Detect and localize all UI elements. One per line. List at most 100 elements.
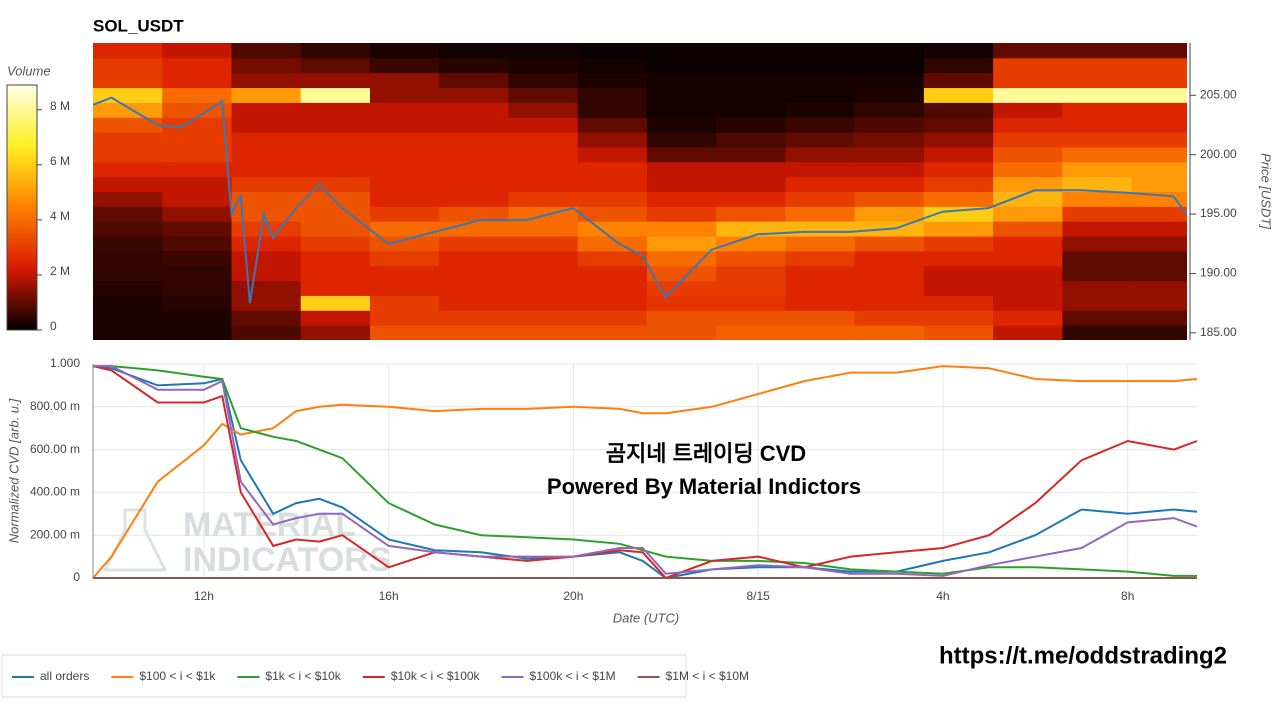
heatmap-cell: [93, 72, 163, 89]
heatmap-cell: [993, 295, 1063, 311]
heatmap-cell: [369, 206, 440, 222]
heatmap-cell: [646, 206, 717, 222]
heatmap-cell: [854, 72, 925, 89]
heatmap-cell: [1131, 132, 1187, 148]
heatmap-cell: [300, 206, 371, 222]
heatmap-cell: [854, 117, 925, 133]
heatmap-cell: [369, 250, 440, 267]
heatmap-cell: [577, 206, 648, 222]
heatmap-cell: [993, 117, 1063, 133]
price-axis-title: Price [USDT]: [1259, 153, 1274, 229]
heatmap-cell: [231, 161, 302, 178]
heatmap-cell: [1062, 295, 1133, 311]
heatmap-cell: [300, 191, 371, 207]
x-tick-label: 12h: [194, 589, 214, 603]
heatmap-cell: [439, 132, 509, 148]
heatmap-cell: [854, 102, 925, 118]
heatmap-cell: [1131, 43, 1187, 59]
heatmap-cell: [93, 161, 163, 178]
price-line: [93, 96, 1187, 304]
heatmap-cell: [577, 265, 648, 282]
legend-label: $10k < i < $100k: [391, 669, 481, 683]
heatmap-cell: [993, 250, 1063, 267]
link[interactable]: https://t.me/oddstrading2: [939, 642, 1227, 669]
heatmap-cell: [162, 295, 232, 311]
heatmap-cell: [300, 325, 371, 340]
heatmap-cell: [1131, 265, 1187, 282]
heatmap-cell: [646, 146, 717, 163]
heatmap-cell: [716, 132, 786, 148]
heatmap-cell: [508, 295, 579, 311]
price-tick-label: 185.00: [1200, 325, 1237, 339]
y-tick-label: 600.00 m: [30, 442, 80, 456]
heatmap-cell: [231, 265, 302, 282]
heatmap-cell: [93, 325, 163, 340]
heatmap-cell: [93, 146, 163, 163]
heatmap-cell: [993, 280, 1063, 296]
heatmap-cell: [923, 146, 994, 163]
heatmap-cell: [93, 206, 163, 222]
heatmap-cell: [1062, 43, 1133, 59]
heatmap-cell: [646, 295, 717, 311]
heatmap-cell: [785, 57, 856, 74]
heatmap-cell: [300, 43, 371, 59]
heatmap-cell: [439, 236, 509, 252]
heatmap-cell: [1062, 87, 1133, 103]
heatmap-cell: [923, 57, 994, 74]
heatmap-cell: [300, 132, 371, 148]
heatmap-cell: [716, 280, 786, 296]
heatmap-cell: [231, 43, 302, 59]
heatmap-cell: [716, 310, 786, 326]
heatmap-cell: [439, 191, 509, 207]
heatmap-cell: [577, 310, 648, 326]
heatmap-cell: [162, 325, 232, 340]
heatmap-cell: [369, 295, 440, 311]
heatmap-cell: [716, 221, 786, 237]
heatmap-cell: [231, 146, 302, 163]
heatmap-cell: [646, 191, 717, 207]
heatmap-cell: [300, 295, 371, 311]
heatmap-cell: [508, 57, 579, 74]
heatmap-cell: [923, 161, 994, 178]
heatmap-cell: [439, 72, 509, 89]
heatmap-cell: [716, 87, 786, 103]
heatmap-cell: [300, 236, 371, 252]
heatmap-cell: [369, 265, 440, 282]
heatmap-cell: [716, 206, 786, 222]
heatmap-cell: [439, 250, 509, 267]
heatmap-cell: [646, 43, 717, 59]
heatmap-cell: [854, 265, 925, 282]
heatmap-cell: [162, 280, 232, 296]
heatmap-cell: [231, 102, 302, 118]
heatmap-cell: [923, 43, 994, 59]
heatmap-cell: [439, 102, 509, 118]
price-tick-label: 205.00: [1200, 87, 1237, 101]
heatmap-cell: [716, 117, 786, 133]
heatmap-cell: [162, 236, 232, 252]
heatmap-cell: [439, 265, 509, 282]
heatmap-cell: [300, 250, 371, 267]
heatmap-cell: [577, 176, 648, 192]
heatmap-cell: [785, 310, 856, 326]
heatmap-cell: [300, 176, 371, 192]
heatmap-cell: [439, 280, 509, 296]
heatmap-cell: [508, 250, 579, 267]
heatmap-cell: [1062, 221, 1133, 237]
x-tick-label: 8h: [1121, 589, 1134, 603]
heatmap-cell: [369, 325, 440, 340]
heatmap-cell: [577, 280, 648, 296]
heatmap-cell: [854, 146, 925, 163]
heatmap-cell: [1131, 102, 1187, 118]
heatmap-cell: [993, 310, 1063, 326]
heatmap-cell: [785, 265, 856, 282]
x-axis-title: Date (UTC): [613, 610, 679, 625]
heatmap-cell: [577, 250, 648, 267]
y-axis-title: Normalized CVD [arb. u.]: [6, 398, 21, 543]
heatmap-cell: [854, 176, 925, 192]
heatmap-cell: [1062, 117, 1133, 133]
heatmap-cell: [369, 117, 440, 133]
heatmap-cell: [646, 132, 717, 148]
heatmap-cell: [369, 221, 440, 237]
heatmap-cell: [577, 102, 648, 118]
heatmap-cell: [1131, 325, 1187, 340]
